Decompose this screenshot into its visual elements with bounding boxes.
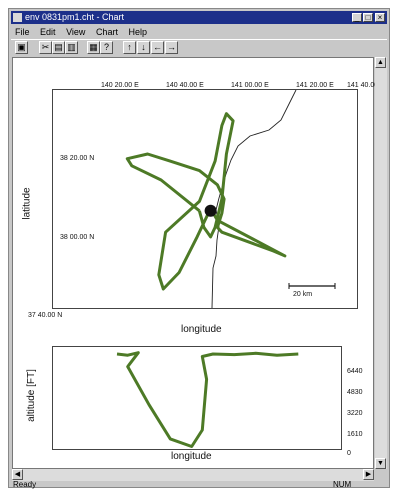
- x-tick-label: 140 20.00 E: [101, 82, 139, 89]
- open-button[interactable]: ▣: [15, 41, 28, 54]
- coastline: [211, 90, 297, 308]
- vertical-scrollbar[interactable]: ▲ ▼: [375, 57, 387, 469]
- y-tick-label: 37 40.00 N: [28, 312, 63, 319]
- aircraft-position-marker: [204, 204, 217, 217]
- chart-window: env 0831pm1.cht - Chart _ □ × File Edit …: [8, 8, 390, 489]
- y-axis-label: altitude [FT]: [25, 369, 37, 422]
- y-tick-label: 3220: [347, 410, 363, 417]
- scroll-up-button[interactable]: ▲: [375, 57, 386, 68]
- flight-track-map: [125, 112, 287, 291]
- altitude-plot-panel: [52, 346, 342, 450]
- y-axis-label: latitude: [21, 187, 33, 220]
- arrow-right-button[interactable]: →: [165, 41, 178, 54]
- y-tick-label: 4830: [347, 389, 363, 396]
- arrow-up-button[interactable]: ↑: [123, 41, 136, 54]
- flight-track-altitude: [116, 351, 299, 448]
- scroll-down-button[interactable]: ▼: [375, 458, 386, 469]
- track-map: [125, 90, 336, 308]
- x-tick-label: 141 40.00: [347, 82, 379, 89]
- menu-chart[interactable]: Chart: [95, 27, 118, 37]
- print-button[interactable]: ▦: [87, 41, 100, 54]
- scale-bar-label: 20 km: [293, 291, 313, 298]
- horizontal-scrollbar[interactable]: ◀ ▶: [12, 469, 374, 481]
- y-tick-label: 0: [347, 450, 351, 457]
- scroll-left-button[interactable]: ◀: [12, 469, 23, 480]
- status-text: Ready: [13, 480, 37, 489]
- y-tick-label: 38 20.00 N: [60, 155, 95, 162]
- y-tick-label: 1610: [347, 431, 363, 438]
- x-axis-label: longitude: [171, 451, 212, 462]
- status-bar: Ready NUM: [11, 481, 387, 489]
- arrow-left-button[interactable]: ←: [151, 41, 164, 54]
- maximize-button[interactable]: □: [363, 13, 373, 22]
- arrow-down-button[interactable]: ↓: [137, 41, 150, 54]
- title-bar[interactable]: env 0831pm1.cht - Chart _ □ ×: [11, 11, 387, 24]
- x-tick-label: 141 00.00 E: [231, 82, 269, 89]
- y-tick-label: 6440: [347, 368, 363, 375]
- help-button[interactable]: ?: [100, 41, 113, 54]
- minimize-button[interactable]: _: [352, 13, 362, 22]
- altitude-profile: [116, 351, 299, 448]
- close-button[interactable]: ×: [375, 13, 385, 22]
- y-tick-label: 38 00.00 N: [60, 234, 95, 241]
- toolbar: ▣ ✂ ▤ ▥ ▦ ? ↑ ↓ ← →: [11, 39, 387, 56]
- menu-bar: File Edit View Chart Help: [11, 26, 387, 38]
- copy-button[interactable]: ▤: [52, 41, 65, 54]
- menu-help[interactable]: Help: [128, 27, 147, 37]
- x-tick-label: 140 40.00 E: [166, 82, 204, 89]
- map-plot-panel: 20 km: [52, 89, 358, 309]
- cut-button[interactable]: ✂: [39, 41, 52, 54]
- x-axis-label: longitude: [181, 324, 222, 335]
- menu-file[interactable]: File: [15, 27, 30, 37]
- num-lock-indicator: NUM: [333, 480, 352, 489]
- window-title: env 0831pm1.cht - Chart: [25, 12, 125, 22]
- x-tick-label: 141 20.00 E: [296, 82, 334, 89]
- menu-edit[interactable]: Edit: [40, 27, 56, 37]
- scroll-right-button[interactable]: ▶: [363, 469, 374, 480]
- paste-button[interactable]: ▥: [65, 41, 78, 54]
- menu-view[interactable]: View: [66, 27, 86, 37]
- chart-area: 20 km 140 20.00 E 140 40.00 E 141 00.00 …: [12, 57, 378, 469]
- app-icon: [13, 13, 22, 22]
